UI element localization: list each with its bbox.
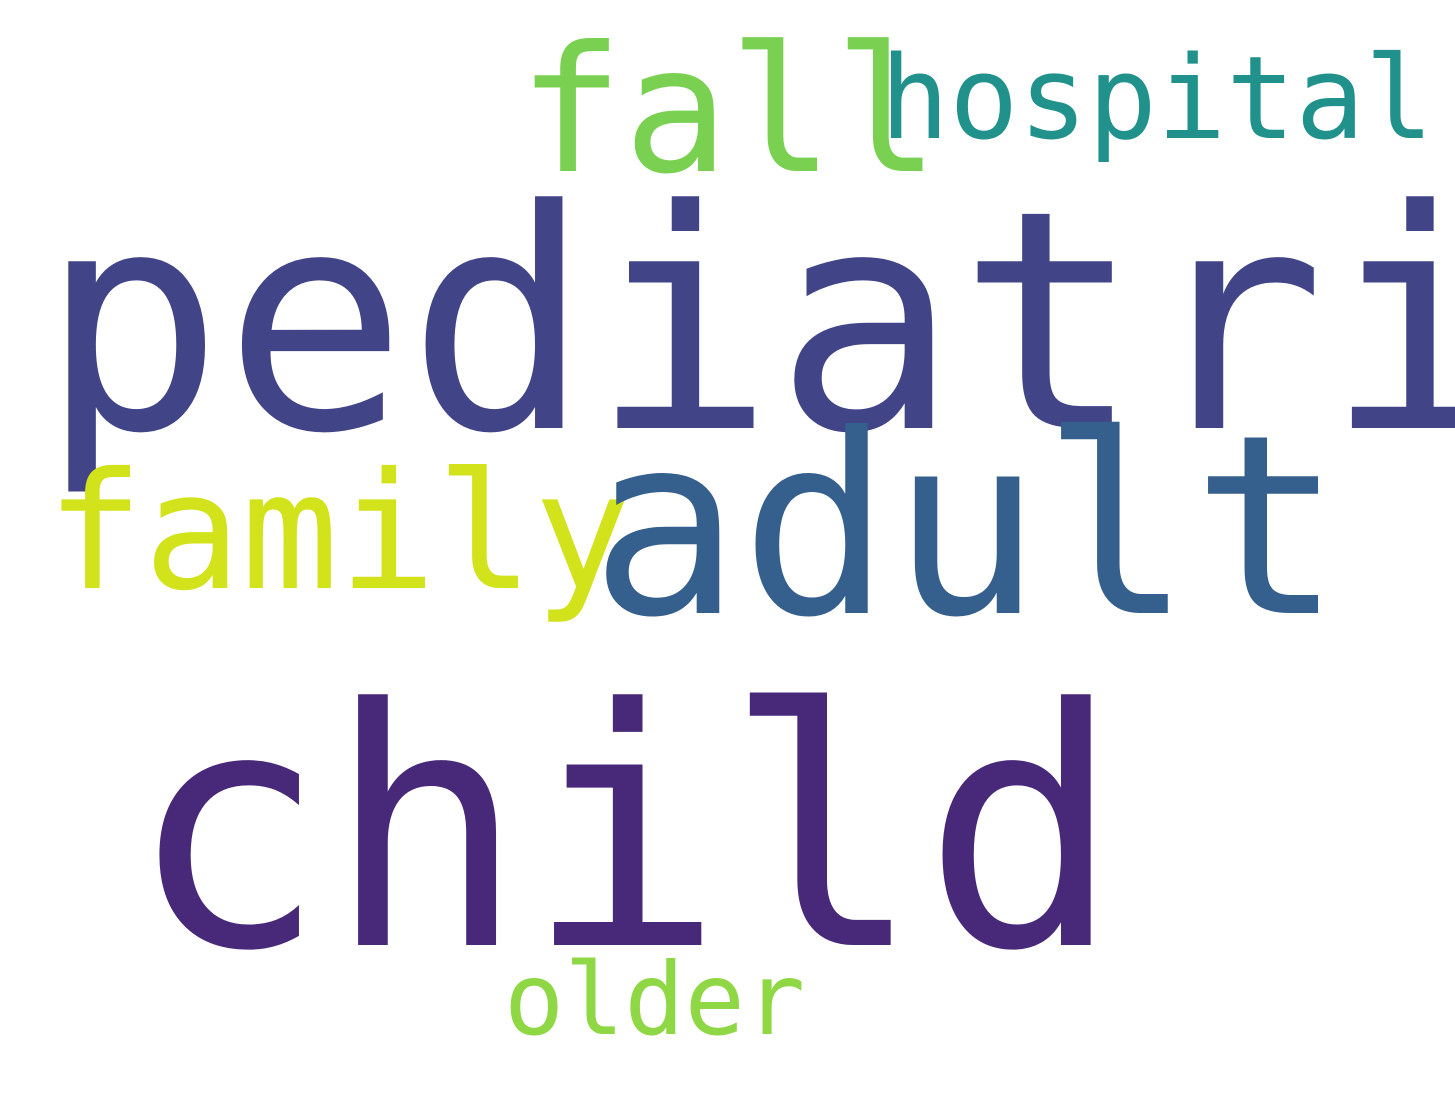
word-pediatric: pediatric: [40, 145, 1455, 500]
word-child: child: [128, 639, 1122, 1023]
word-fall: fall: [518, 10, 940, 213]
word-adult: adult: [590, 381, 1343, 672]
word-family: family: [46, 439, 632, 627]
word-hospital: hospital: [880, 32, 1434, 166]
word-older: older: [504, 941, 806, 1058]
